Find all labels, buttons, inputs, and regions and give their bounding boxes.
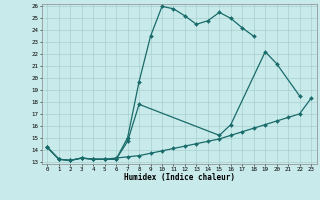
- X-axis label: Humidex (Indice chaleur): Humidex (Indice chaleur): [124, 173, 235, 182]
